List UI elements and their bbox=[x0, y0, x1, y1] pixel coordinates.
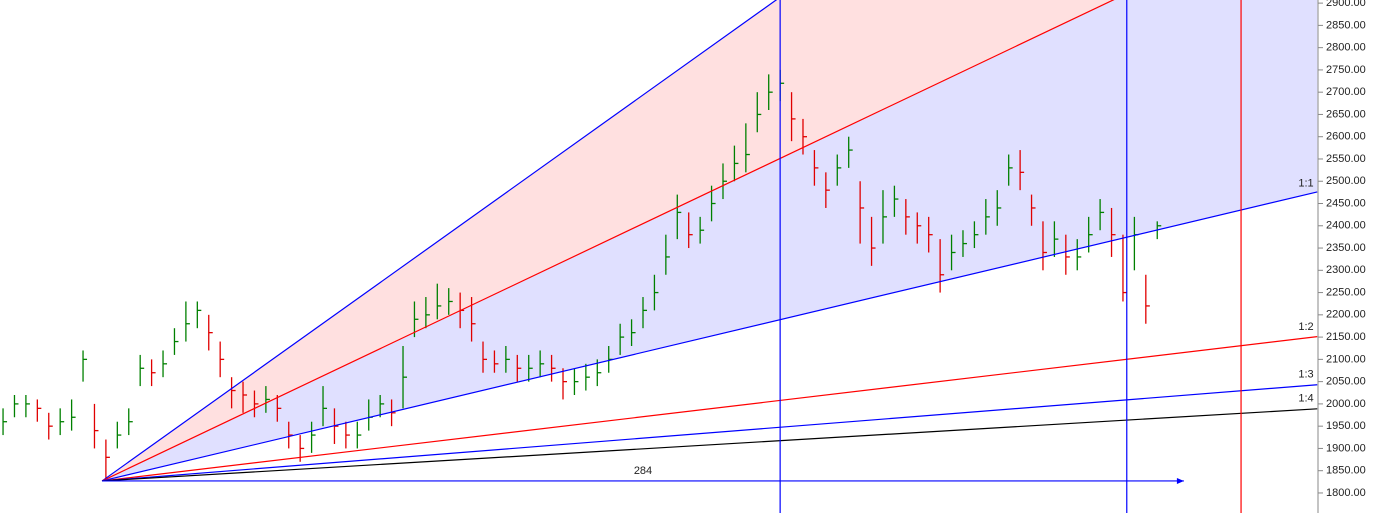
arrow-head bbox=[1176, 477, 1184, 484]
y-tick-label: 2350.00 bbox=[1326, 242, 1366, 254]
price-bars bbox=[2, 69, 1162, 480]
fan-label: 1:1 bbox=[1298, 178, 1313, 190]
y-tick-label: 2400.00 bbox=[1326, 220, 1366, 232]
fan-label: 1:2 bbox=[1298, 321, 1313, 333]
y-tick-label: 2150.00 bbox=[1326, 331, 1366, 343]
fan-line bbox=[102, 336, 1318, 482]
y-tick-label: 1850.00 bbox=[1326, 465, 1366, 477]
y-tick-label: 2500.00 bbox=[1326, 175, 1366, 187]
fan-line bbox=[102, 384, 1318, 482]
fan-fill bbox=[102, 0, 1318, 481]
y-tick-label: 2900.00 bbox=[1326, 0, 1366, 9]
y-axis: 1800.00 1850.00 1900.00 1950.00 2000.00 2050.… bbox=[1317, 0, 1366, 513]
y-tick-label: 2600.00 bbox=[1326, 131, 1366, 143]
y-tick-label: 2250.00 bbox=[1326, 286, 1366, 298]
fan-line bbox=[102, 408, 1318, 482]
fan-label: 1:4 bbox=[1298, 392, 1313, 404]
y-tick-label: 2850.00 bbox=[1326, 19, 1366, 31]
y-tick-label: 2050.00 bbox=[1326, 376, 1366, 388]
fan-line bbox=[101, 0, 1115, 482]
y-tick-label: 2750.00 bbox=[1326, 64, 1366, 76]
y-tick-label: 1950.00 bbox=[1326, 420, 1366, 432]
arrow-label: 284 bbox=[634, 465, 652, 477]
y-tick-label: 1800.00 bbox=[1326, 487, 1366, 499]
y-tick-label: 2700.00 bbox=[1326, 86, 1366, 98]
y-tick-label: 2200.00 bbox=[1326, 309, 1366, 321]
fan-line bbox=[101, 191, 1318, 482]
y-tick-label: 2100.00 bbox=[1326, 353, 1366, 365]
fan-label: 1:3 bbox=[1298, 369, 1313, 381]
y-tick-label: 2000.00 bbox=[1326, 398, 1366, 410]
y-tick-label: 2650.00 bbox=[1326, 108, 1366, 120]
fan-line bbox=[101, 0, 778, 482]
y-tick-label: 1900.00 bbox=[1326, 442, 1366, 454]
y-tick-label: 2450.00 bbox=[1326, 197, 1366, 209]
y-tick-label: 2800.00 bbox=[1326, 42, 1366, 54]
y-tick-label: 2300.00 bbox=[1326, 264, 1366, 276]
fan-lines bbox=[101, 0, 1318, 513]
y-tick-label: 2550.00 bbox=[1326, 153, 1366, 165]
